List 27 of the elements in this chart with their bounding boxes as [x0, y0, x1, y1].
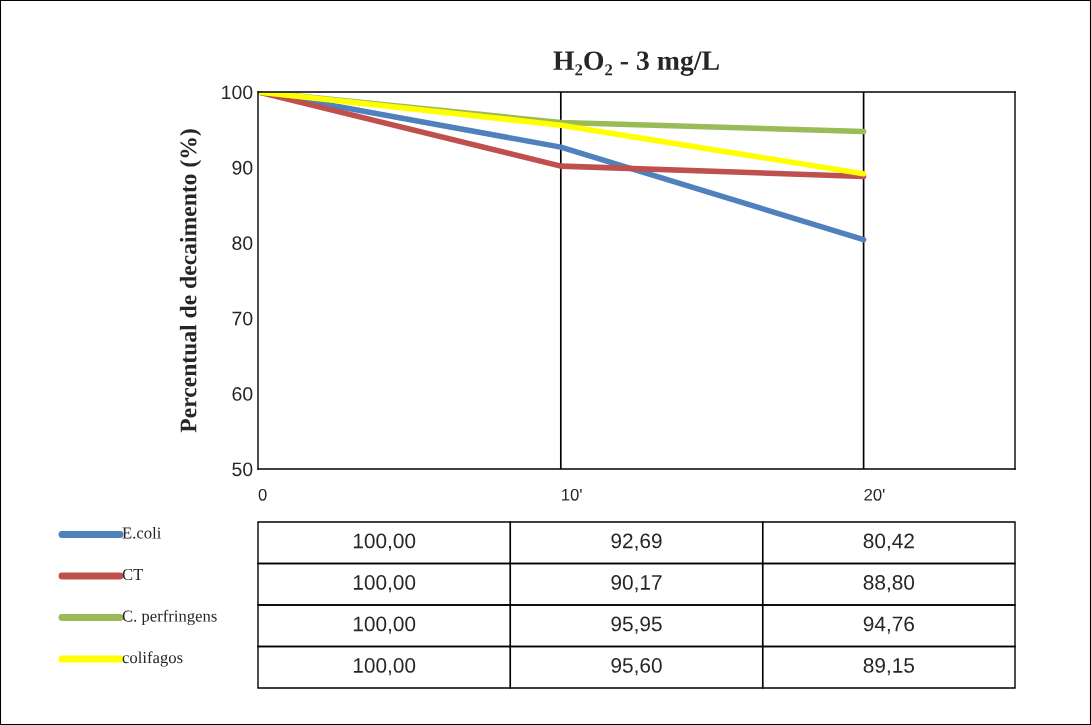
x-tick-label: 20': [864, 488, 885, 501]
data-label: 92,69: [611, 533, 662, 551]
y-tick-label: 50: [232, 462, 253, 477]
y-axis-title: Percentual de decaimento (%): [179, 129, 202, 433]
y-tick-label: 80: [232, 236, 253, 251]
data-label: 89,15: [863, 658, 915, 676]
data-label: 95,60: [611, 658, 662, 676]
data-label: 90,17: [611, 575, 662, 593]
legend-label: colifagos: [122, 651, 183, 667]
data-label: 95,95: [611, 616, 662, 634]
data-label: 80,42: [863, 533, 914, 551]
y-tick-label: 70: [232, 311, 253, 326]
y-tick-label: 100: [222, 85, 253, 100]
legend-label: CT: [122, 568, 144, 581]
data-label: 100,00: [353, 575, 416, 593]
x-tick-label: 10': [562, 488, 582, 501]
data-label: 100,00: [353, 533, 416, 551]
y-tick-label: 60: [232, 387, 253, 401]
chart-title: H₂O₂ - 3 mg/L: [553, 51, 719, 76]
y-tick-label: 90: [232, 160, 253, 175]
data-label: 100,00: [353, 616, 416, 634]
data-label: 88,80: [863, 575, 915, 593]
x-tick-label: 0: [258, 488, 267, 501]
legend-label: E.coli: [122, 526, 162, 539]
data-label: 94,76: [863, 616, 914, 634]
legend-label: C. perfringens: [122, 609, 217, 626]
data-label: 100,00: [353, 658, 416, 676]
